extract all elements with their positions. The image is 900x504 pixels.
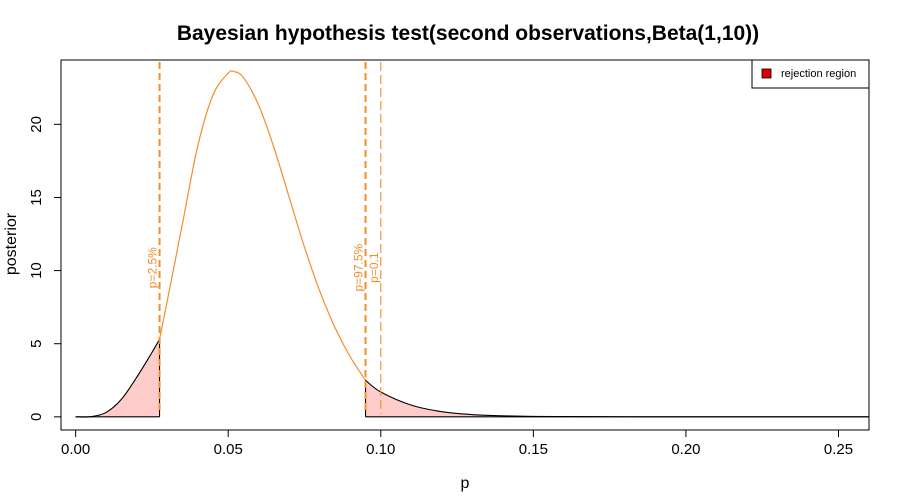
rejection-area-lower <box>75 339 160 418</box>
rejection-area-upper <box>365 380 869 417</box>
legend-swatch <box>761 68 772 79</box>
x-tick-label-3: 0.15 <box>519 441 548 458</box>
posterior-curve <box>158 70 367 381</box>
y-tick-label-2: 10 <box>28 262 45 279</box>
reference-line-label-1: p=2.5% <box>146 247 160 288</box>
legend-label: rejection region <box>781 68 856 80</box>
legend: rejection region <box>751 59 870 89</box>
rejection-area-upper-outline <box>365 379 869 418</box>
y-tick-label-0: 0 <box>28 413 45 421</box>
x-tick-label-5: 0.25 <box>824 441 853 458</box>
reference-line-label-2: p=97.5% <box>352 243 366 291</box>
y-tick-label-1: 5 <box>28 340 45 348</box>
reference-line-label-3: p=0.1 <box>367 252 381 283</box>
x-tick-label-1: 0.05 <box>214 441 243 458</box>
y-tick-label-3: 15 <box>28 189 45 206</box>
x-tick-label-0: 0.00 <box>61 441 90 458</box>
plot-frame <box>60 59 870 431</box>
x-tick-label-2: 0.10 <box>366 441 395 458</box>
x-tick-label-4: 0.20 <box>671 441 700 458</box>
plot-layer: p=2.5% p=97.5% p=0.1 0.00 0.05 0.10 0.15 0.20 0.… <box>28 59 870 458</box>
x-axis-label: p <box>461 475 470 492</box>
chart-title: Bayesian hypothesis test(second observat… <box>177 22 759 45</box>
legend-box <box>751 59 870 89</box>
y-tick-label-4: 20 <box>28 116 45 133</box>
y-axis-label: posterior <box>3 212 20 275</box>
